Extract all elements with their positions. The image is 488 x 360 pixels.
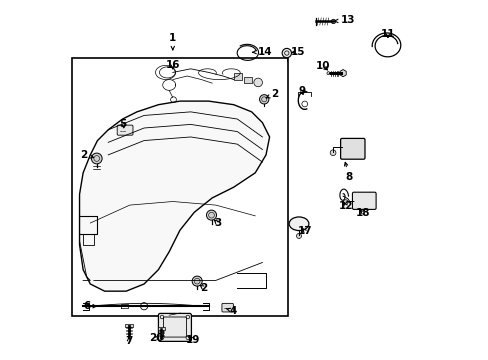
Bar (125, 324, 132, 327)
Text: 20: 20 (149, 333, 163, 343)
Circle shape (282, 48, 291, 58)
Text: 18: 18 (356, 208, 370, 218)
Text: 19: 19 (185, 334, 199, 345)
Text: 15: 15 (290, 46, 304, 57)
Text: 17: 17 (297, 226, 311, 236)
Text: 12: 12 (338, 201, 352, 211)
Text: 2: 2 (199, 283, 206, 293)
Polygon shape (80, 101, 269, 291)
Text: 2: 2 (81, 150, 93, 160)
FancyBboxPatch shape (340, 138, 364, 159)
FancyBboxPatch shape (117, 125, 133, 135)
Circle shape (206, 210, 216, 220)
FancyBboxPatch shape (158, 314, 191, 341)
Text: 9: 9 (298, 86, 305, 96)
Text: 13: 13 (334, 15, 355, 26)
Bar (233, 73, 241, 80)
Ellipse shape (326, 72, 329, 75)
Text: 8: 8 (344, 162, 352, 182)
Ellipse shape (330, 19, 335, 24)
Circle shape (253, 78, 262, 87)
Text: 16: 16 (165, 60, 180, 70)
Bar (72, 58, 287, 316)
Circle shape (296, 233, 301, 238)
Bar (244, 77, 252, 83)
Text: 7: 7 (125, 336, 132, 346)
Text: 10: 10 (315, 61, 329, 71)
Text: 14: 14 (252, 46, 272, 57)
Text: 6: 6 (83, 301, 96, 311)
Circle shape (91, 153, 102, 164)
FancyBboxPatch shape (222, 303, 233, 312)
Circle shape (192, 276, 202, 286)
FancyBboxPatch shape (352, 192, 375, 210)
Bar (158, 327, 164, 329)
Text: 4: 4 (226, 306, 236, 316)
Circle shape (343, 200, 347, 205)
Circle shape (329, 150, 335, 156)
Text: 5: 5 (120, 120, 127, 129)
Text: 1: 1 (169, 33, 176, 50)
Circle shape (259, 95, 268, 104)
Text: 3: 3 (214, 218, 221, 228)
Text: 11: 11 (380, 29, 394, 39)
Ellipse shape (288, 217, 308, 230)
Text: 2: 2 (265, 89, 278, 99)
